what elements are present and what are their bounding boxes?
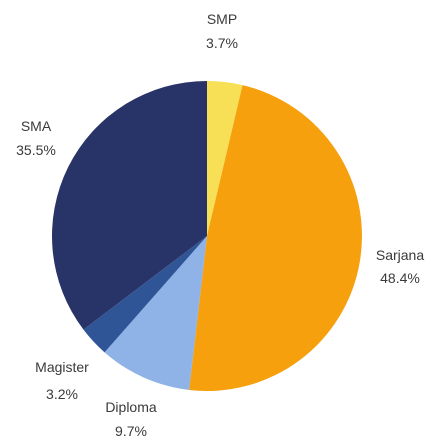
slice-label-diploma: Diploma <box>105 399 157 415</box>
slice-label-sarjana: Sarjana <box>376 247 424 263</box>
slice-label-magister: Magister <box>35 359 89 375</box>
slice-percent-magister: 3.2% <box>46 386 78 402</box>
pie-slice-sma <box>51 81 207 330</box>
slice-percent-sma: 35.5% <box>16 142 56 158</box>
pie-slices <box>51 81 362 391</box>
pie-slice-magister <box>83 236 207 353</box>
pie-slice-sarjana <box>189 85 362 391</box>
slice-percent-diploma: 9.7% <box>115 423 147 439</box>
slice-percent-smp: 3.7% <box>206 35 238 51</box>
pie-labels: SMP 3.7% Sarjana 48.4% Diploma 9.7% Magister 3.… <box>16 11 424 439</box>
slice-label-smp: SMP <box>207 11 237 27</box>
slice-percent-sarjana: 48.4% <box>380 270 420 286</box>
slice-label-sma: SMA <box>21 118 52 134</box>
pie-slice-diploma <box>104 236 207 390</box>
pie-slice-smp <box>207 81 243 236</box>
